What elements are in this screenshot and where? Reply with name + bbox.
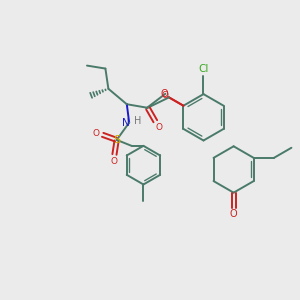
Text: S: S bbox=[113, 136, 120, 146]
Text: O: O bbox=[161, 91, 168, 100]
Text: O: O bbox=[160, 89, 168, 99]
Text: O: O bbox=[230, 209, 237, 219]
Text: O: O bbox=[155, 123, 162, 132]
Text: O: O bbox=[92, 129, 99, 138]
Text: H: H bbox=[134, 116, 142, 126]
Text: Cl: Cl bbox=[198, 64, 209, 74]
Text: N: N bbox=[122, 118, 130, 128]
Text: O: O bbox=[110, 158, 117, 166]
